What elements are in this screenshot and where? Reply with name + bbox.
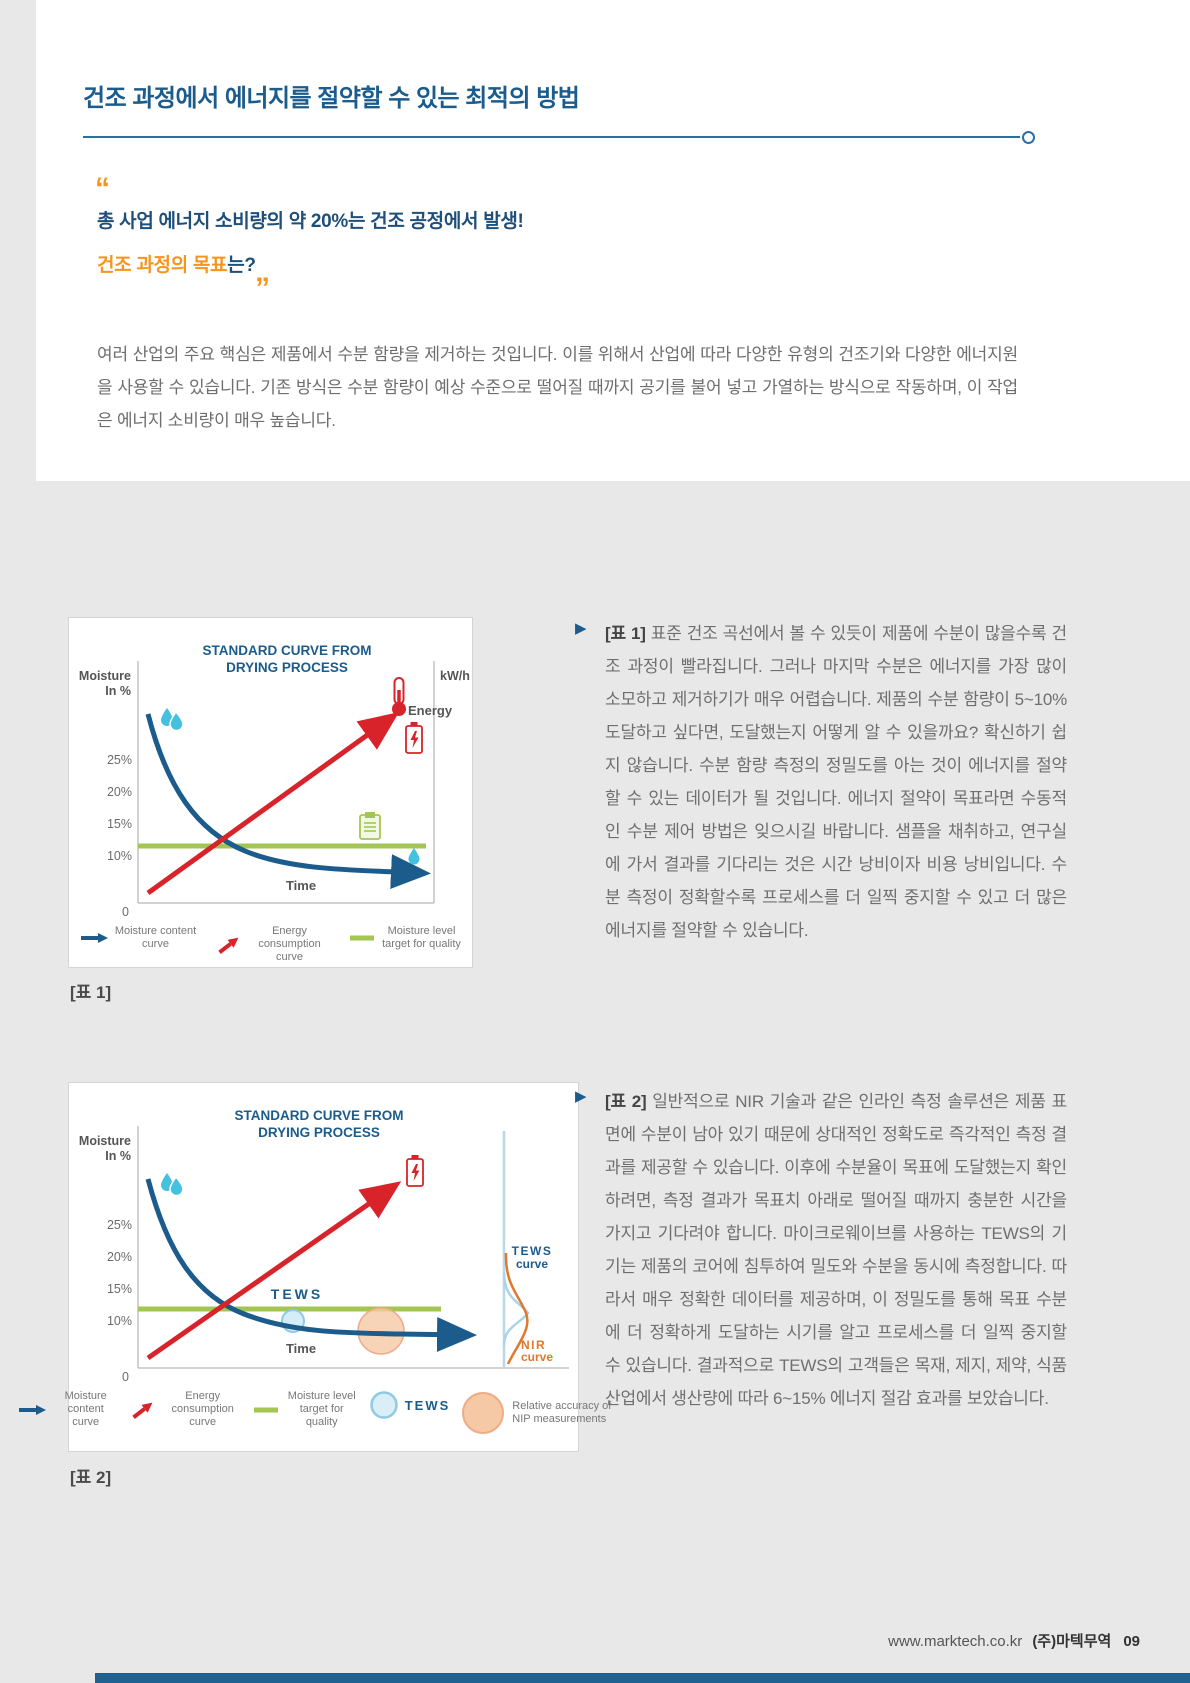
figure2-legend: Moisture content curve Energy consumptio… [18, 1388, 611, 1436]
figure1-energy-label: Energy [408, 703, 453, 718]
legend-label: Moisture content curve [64, 1390, 107, 1428]
blue-arrow-icon [18, 1404, 46, 1415]
quote-close-mark: ” [255, 272, 270, 305]
page-title: 건조 과정에서 에너지를 절약할 수 있는 최적의 방법 [83, 85, 580, 112]
legend-label: Energy consumption curve [258, 925, 321, 963]
figure2-tick-25: 25% [107, 1218, 132, 1232]
figure2-ylabel-line2: In % [105, 1149, 131, 1163]
note1-label: [표 1] [605, 624, 646, 643]
water-drops-icon [161, 708, 184, 732]
figure1-energy-line [146, 712, 400, 896]
legend-item-moisture-curve: Moisture content curve [79, 925, 197, 951]
figure1-tick-25: 25% [107, 753, 132, 767]
battery-icon [405, 722, 423, 754]
figure1-origin: 0 [122, 905, 129, 918]
green-line-icon [349, 935, 374, 941]
legend-item-moisture-curve: Moisture content curve [17, 1390, 119, 1429]
quote-line2-highlight: 건조 과정의 목표 [97, 255, 228, 276]
figure2-ylabel-line1: Moisture [79, 1134, 131, 1148]
figure2-origin: 0 [122, 1370, 129, 1383]
figure2-energy-line [146, 1181, 402, 1361]
bottom-blue-bar [95, 1673, 1190, 1683]
note2: ▶ [표 2] 일반적으로 NIR 기술과 같은 인라인 측정 솔루션은 제품 … [575, 1085, 1067, 1415]
figure2-card: STANDARD CURVE FROM DRYING PROCESS Moist… [18, 1082, 611, 1452]
legend-item-tews: TEWS [369, 1390, 451, 1420]
footer-company: (주)마텍무역 [1032, 1633, 1112, 1650]
quote-line2: 건조 과정의 목표는? [97, 250, 256, 277]
quote-line1: 총 사업 에너지 소비량의 약 20%는 건조 공정에서 발생! [97, 211, 524, 232]
tews-curve-label-line2: curve [516, 1257, 548, 1271]
clipboard-icon [359, 812, 381, 840]
triangle-bullet-icon: ▶ [575, 620, 587, 637]
figure1-caption: [표 1] [70, 983, 112, 1002]
water-drops-icon [161, 1173, 184, 1197]
figure2-chart: STANDARD CURVE FROM DRYING PROCESS Moist… [79, 1108, 569, 1384]
footer-url: www.marktech.co.kr [888, 1633, 1023, 1650]
legend-label: Moisture content curve [114, 925, 197, 950]
tews-circle-icon [369, 1391, 398, 1419]
quote-line2-rest: 는? [227, 255, 256, 276]
figure1-ylabel-line2: In % [105, 684, 131, 698]
legend-item-energy-curve: Energy consumption curve [215, 925, 331, 964]
legend-label: Moisture level target for quality [382, 925, 461, 950]
nip-circle-icon [462, 1392, 505, 1434]
nir-curve-label-line2: curve [521, 1350, 553, 1364]
figure2-moisture-curve [145, 1178, 477, 1353]
note2-label: [표 2] [605, 1092, 647, 1111]
legend-label: Energy consumption curve [171, 1390, 234, 1428]
green-line-icon [253, 1407, 278, 1412]
legend-item-nip-accuracy: Relative accuracy of NIP measurements [460, 1390, 630, 1436]
figure1-time-label: Time [286, 878, 316, 893]
quote-open-mark: “ [95, 172, 110, 205]
figure2-tick-20: 20% [107, 1250, 132, 1264]
divider-end-dot [1022, 131, 1035, 144]
note1-text: [표 1] 표준 건조 곡선에서 볼 수 있듯이 제품에 수분이 많을수록 건조… [605, 624, 1067, 940]
thermometer-icon [392, 677, 406, 716]
figure1-y2label: kW/h [440, 669, 470, 683]
nir-curve-label-line1: NIR [521, 1338, 546, 1352]
red-arrow-icon [217, 937, 238, 954]
footer-page-number: 09 [1123, 1633, 1140, 1650]
intro-paragraph: 여러 산업의 주요 핵심은 제품에서 수분 함량을 제거하는 것입니다. 이를 … [97, 345, 1018, 430]
figure2-title-line1: STANDARD CURVE FROM [234, 1108, 403, 1123]
figure1-card: STANDARD CURVE FROM DRYING PROCESS Moist… [68, 617, 473, 968]
legend-label: Moisture level target for quality [287, 1390, 356, 1428]
figure1-tick-20: 20% [107, 785, 132, 799]
figure1-legend: Moisture content curve Energy consumptio… [69, 923, 472, 964]
small-water-drop-icon [408, 848, 420, 865]
note2-text: [표 2] 일반적으로 NIR 기술과 같은 인라인 측정 솔루션은 제품 표면… [605, 1092, 1068, 1408]
legend-item-energy-curve: Energy consumption curve [129, 1390, 243, 1429]
figure1-title-line1: STANDARD CURVE FROM [202, 643, 371, 658]
triangle-bullet-icon: ▶ [575, 1088, 587, 1105]
figure1-moisture-curve [145, 713, 431, 890]
figure2-tews-annotation: TEWS [271, 1286, 323, 1302]
figure1-tick-15: 15% [107, 817, 132, 831]
figure1-chart: STANDARD CURVE FROM DRYING PROCESS Moist… [79, 643, 470, 919]
figure1-title-line2: DRYING PROCESS [226, 660, 348, 675]
tews-distribution-curve [502, 1272, 530, 1346]
figure2-time-label: Time [286, 1341, 316, 1356]
legend-item-target-line: Moisture level target for quality [349, 925, 463, 951]
figure1-ylabel-line1: Moisture [79, 669, 131, 683]
title-divider-line [83, 136, 1020, 138]
figure2-caption: [표 2] [70, 1468, 112, 1487]
note1: ▶ [표 1] 표준 건조 곡선에서 볼 수 있듯이 제품에 수분이 많을수록 … [575, 617, 1067, 947]
figure1-tick-10: 10% [107, 849, 132, 863]
figure2-tick-10: 10% [107, 1314, 132, 1328]
tews-wordmark: TEWS [404, 1397, 451, 1413]
blue-arrow-icon [80, 933, 108, 943]
page-footer: www.marktech.co.kr (주)마텍무역 09 [888, 1630, 1140, 1651]
legend-label: Relative accuracy of NIP measurements [512, 1400, 612, 1425]
nir-distribution-curve [504, 1252, 529, 1365]
battery-icon [406, 1155, 424, 1187]
tews-curve-label-line1: TEWS [512, 1244, 553, 1258]
figure2-tick-15: 15% [107, 1282, 132, 1296]
figure2-title-line2: DRYING PROCESS [258, 1125, 380, 1140]
legend-item-target-line: Moisture level target for quality [253, 1390, 359, 1429]
red-arrow-icon [132, 1402, 153, 1419]
